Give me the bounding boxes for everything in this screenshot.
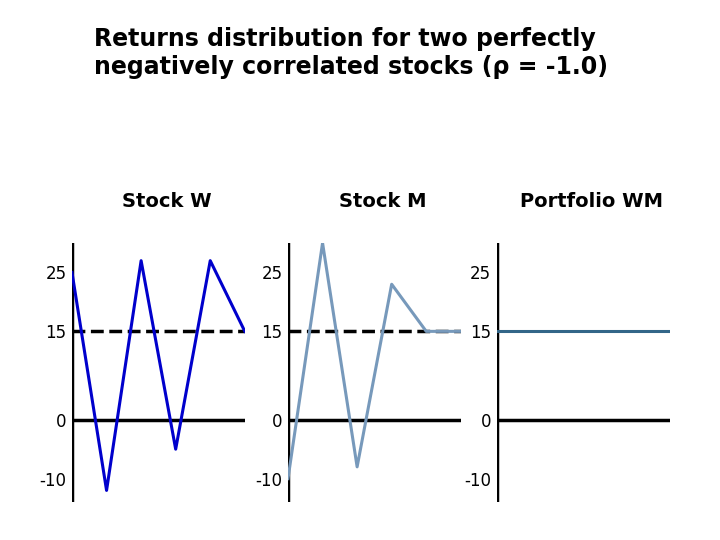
Text: Stock W: Stock W [122, 192, 212, 211]
Text: Stock M: Stock M [339, 192, 427, 211]
Text: Returns distribution for two perfectly
negatively correlated stocks (ρ = -1.0): Returns distribution for two perfectly n… [94, 27, 608, 79]
Text: Portfolio WM: Portfolio WM [521, 192, 663, 211]
